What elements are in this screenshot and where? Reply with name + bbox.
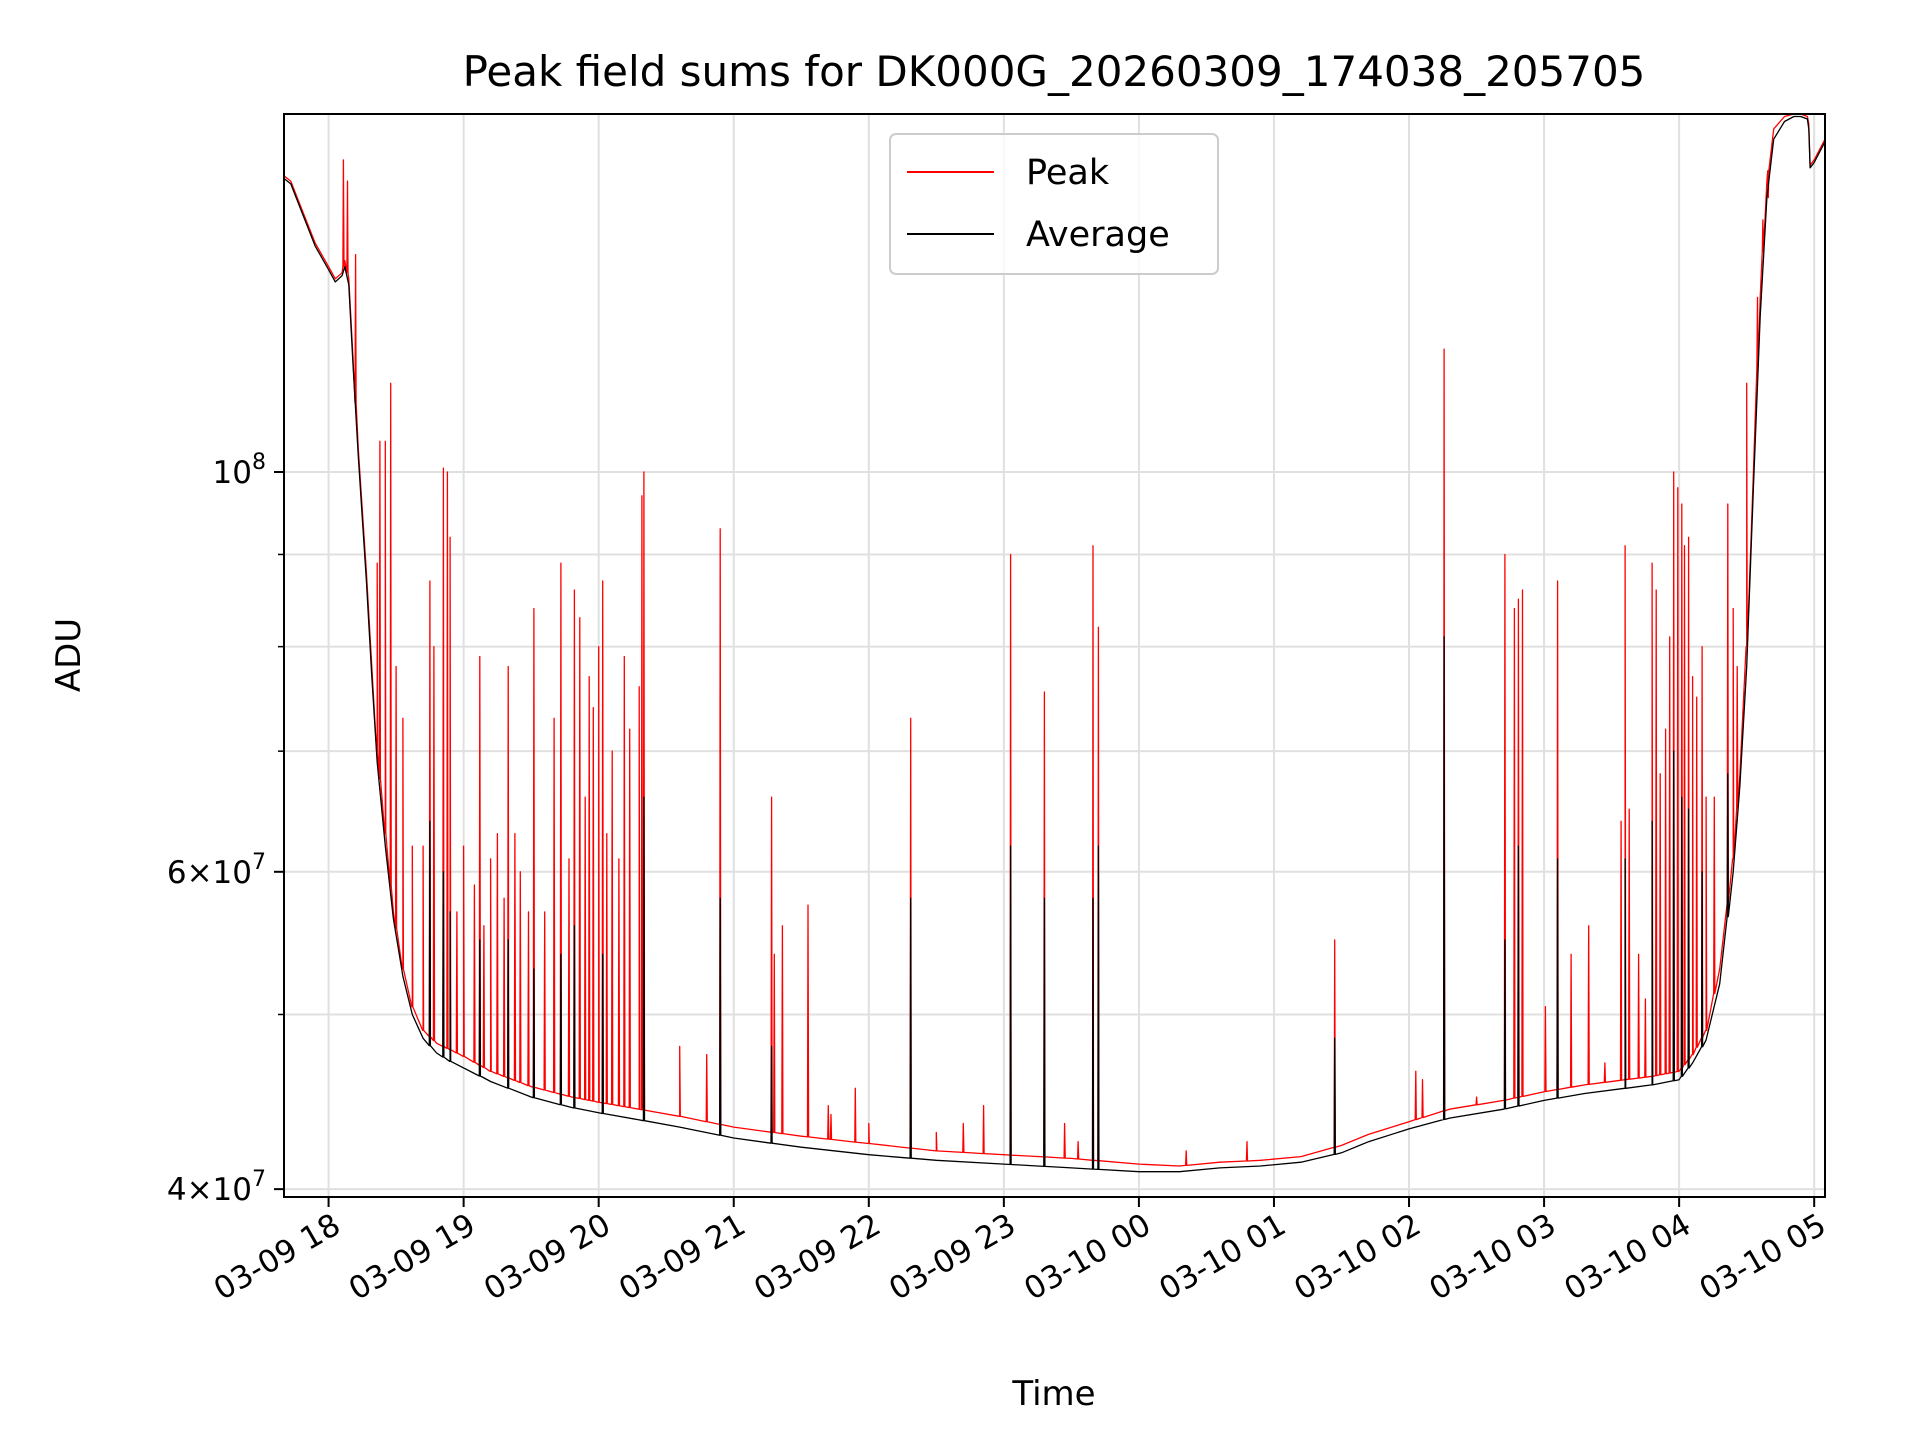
grid xyxy=(284,114,1825,1197)
legend-label-peak: Peak xyxy=(1026,153,1110,193)
x-axis-label: Time xyxy=(1011,1374,1095,1414)
plot-frame xyxy=(283,113,1826,1198)
y-axis-label: ADU xyxy=(49,618,89,692)
y-tick-label: 108 xyxy=(213,450,266,491)
y-tick-exponent: 7 xyxy=(252,1167,266,1192)
y-tick-base: 6 xyxy=(167,855,187,891)
series-layer xyxy=(283,113,1826,1173)
legend-label-average: Average xyxy=(1026,215,1170,255)
chart-title: Peak field sums for DK000G_20260309_1740… xyxy=(463,47,1646,96)
y-tick-label: 4×107 xyxy=(167,1167,266,1208)
y-tick-exponent: 8 xyxy=(252,450,266,475)
average-series-line xyxy=(283,115,1826,1173)
legend: Peak Average xyxy=(889,133,1219,275)
y-tick-exponent: 7 xyxy=(252,850,266,875)
legend-box xyxy=(889,133,1219,275)
y-tick-base: 4 xyxy=(167,1172,187,1208)
y-tick-times: ×10 xyxy=(187,1172,252,1208)
y-tick-ten: 10 xyxy=(213,455,252,491)
y-tick-label: 6×107 xyxy=(167,850,266,891)
y-tick-times: ×10 xyxy=(187,855,252,891)
peak-series-line xyxy=(283,113,1826,1167)
